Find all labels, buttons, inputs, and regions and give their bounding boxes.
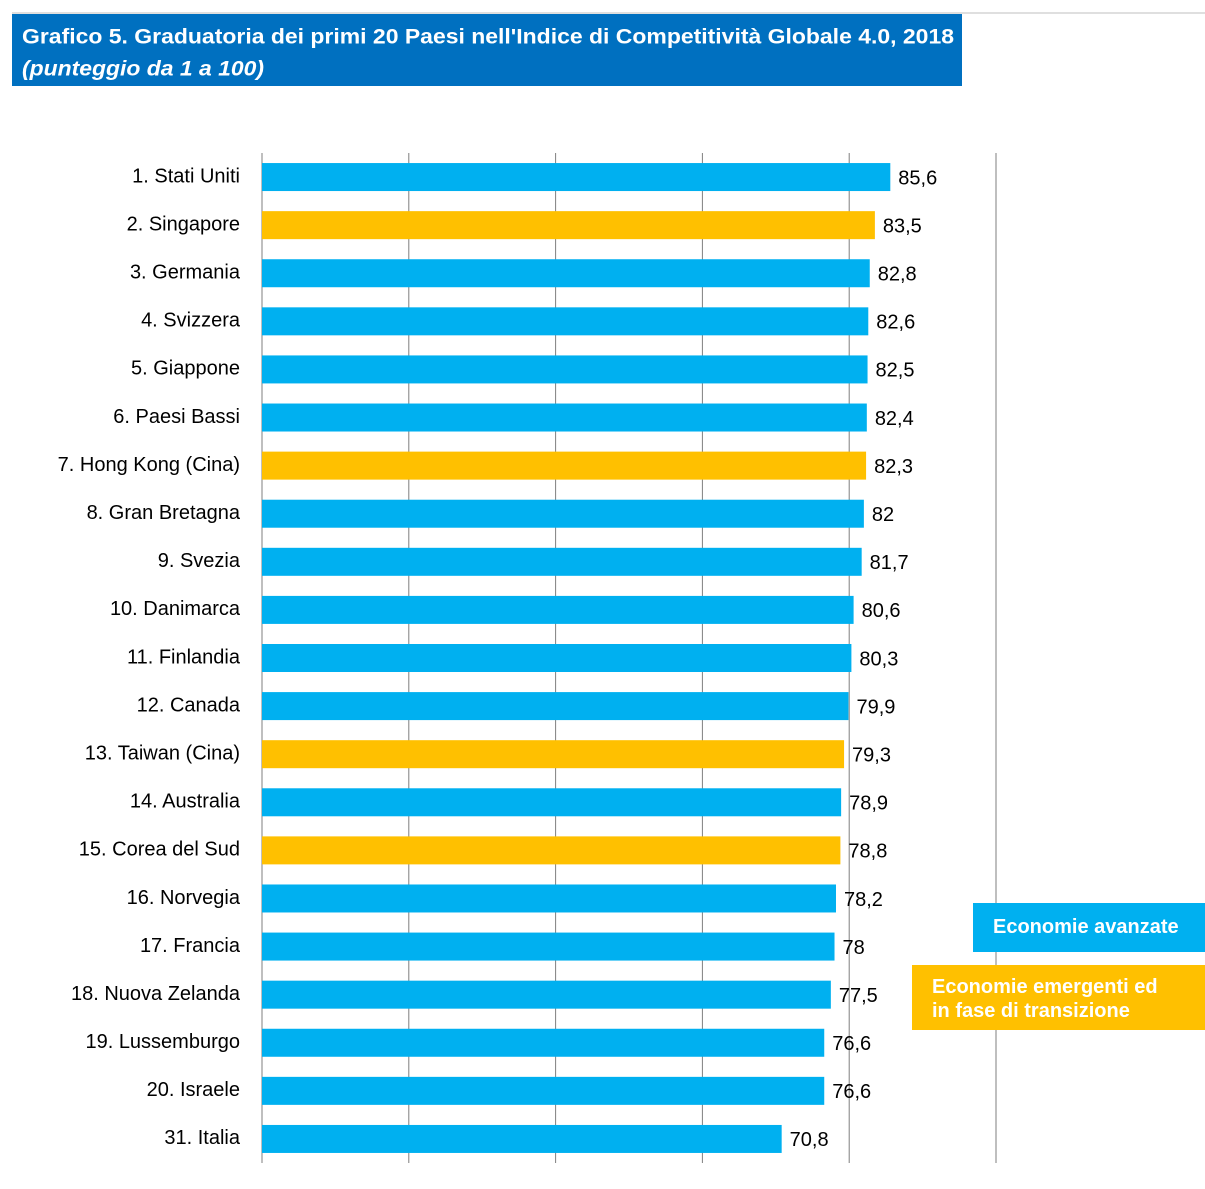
y-tick-label: 4. Svizzera (141, 310, 241, 332)
y-tick-label: 9. Svezia (158, 550, 241, 572)
value-label: 78 (843, 937, 865, 959)
y-tick-label: 14. Australia (130, 791, 241, 813)
y-tick-label: 17. Francia (140, 935, 241, 957)
legend-entry: Economie emergenti ed in fase di transiz… (912, 965, 1205, 1030)
value-label: 82 (872, 504, 894, 526)
value-label: 81,7 (870, 552, 909, 574)
bar (262, 259, 870, 288)
value-label: 77,5 (839, 985, 878, 1007)
value-label: 82,5 (876, 360, 915, 382)
bar (262, 692, 849, 721)
bar (262, 1028, 825, 1057)
value-label: 82,6 (876, 312, 915, 334)
y-tick-label: 10. Danimarca (110, 598, 241, 620)
bar (262, 595, 854, 624)
y-tick-label: 1. Stati Uniti (132, 165, 240, 187)
y-tick-label: 11. Finlandia (127, 646, 241, 668)
bar (262, 836, 841, 865)
bar (262, 980, 831, 1009)
y-tick-label: 15. Corea del Sud (79, 839, 240, 861)
y-tick-label: 7. Hong Kong (Cina) (58, 454, 240, 476)
y-tick-label: 20. Israele (147, 1079, 240, 1101)
bar (262, 355, 868, 384)
y-tick-label: 12. Canada (137, 694, 241, 716)
value-label: 79,3 (852, 744, 891, 766)
value-label: 78,2 (844, 889, 883, 911)
value-label: 83,5 (883, 215, 922, 237)
legend-entry: Economie avanzate (973, 903, 1205, 952)
bar (262, 211, 875, 240)
chart-subtitle: (punteggio da 1 a 100) (22, 58, 264, 81)
value-label: 85,6 (898, 167, 937, 189)
value-label: 78,8 (848, 841, 887, 863)
value-label: 78,9 (849, 793, 888, 815)
chart-title: Grafico 5. Graduatoria dei primi 20 Paes… (22, 26, 954, 49)
value-label: 80,6 (862, 600, 901, 622)
bar (262, 163, 891, 192)
y-tick-label: 5. Giappone (131, 358, 240, 380)
title-box (12, 14, 962, 86)
y-tick-label: 6. Paesi Bassi (113, 406, 240, 428)
value-label: 82,3 (874, 456, 913, 478)
value-label: 80,3 (859, 648, 898, 670)
y-tick-label: 8. Gran Bretagna (87, 502, 241, 524)
bar (262, 932, 835, 961)
bar (262, 740, 845, 769)
bar (262, 1124, 782, 1153)
bar (262, 788, 842, 817)
y-tick-label: 13. Taiwan (Cina) (85, 742, 240, 764)
bar (262, 499, 864, 528)
bar (262, 644, 852, 672)
value-label: 79,9 (856, 696, 895, 718)
y-tick-label: 16. Norvegia (127, 887, 241, 909)
value-label: 70,8 (790, 1129, 829, 1151)
value-label: 76,6 (832, 1081, 871, 1103)
bar (262, 884, 836, 913)
y-tick-label: 19. Lussemburgo (85, 1031, 240, 1053)
bar (262, 307, 869, 336)
bar (262, 451, 867, 480)
value-label: 76,6 (832, 1033, 871, 1055)
bar (262, 547, 862, 576)
bar (262, 403, 867, 432)
value-label: 82,8 (878, 264, 917, 286)
y-tick-label: 18. Nuova Zelanda (71, 983, 241, 1005)
bar (262, 1076, 825, 1105)
y-tick-label: 31. Italia (164, 1127, 240, 1149)
value-label: 82,4 (875, 408, 914, 430)
y-tick-label: 3. Germania (130, 262, 241, 284)
y-tick-label: 2. Singapore (127, 213, 240, 235)
